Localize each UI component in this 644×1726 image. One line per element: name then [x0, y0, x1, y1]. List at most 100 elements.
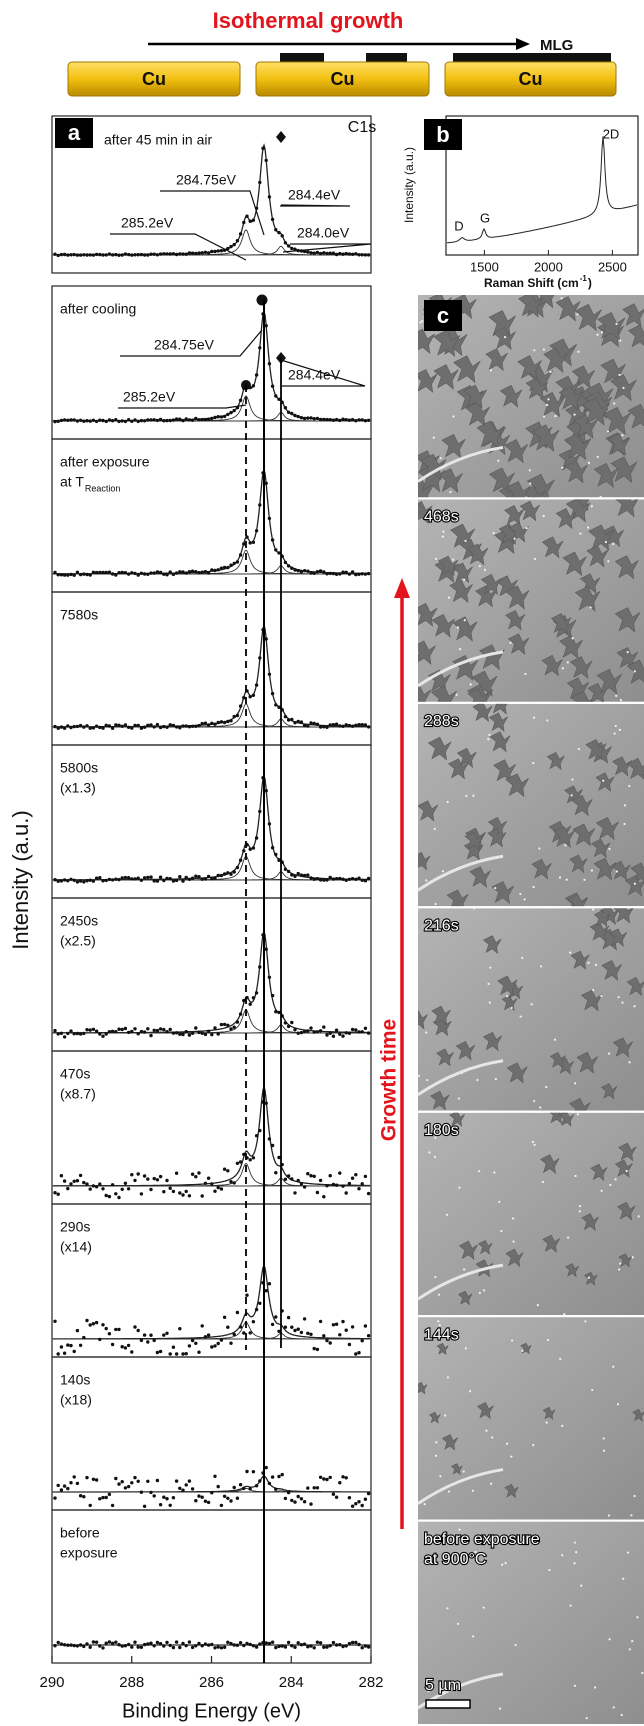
graphene-domain	[475, 585, 497, 608]
data-point	[117, 877, 121, 882]
particle	[511, 1217, 515, 1220]
graphene-domain	[570, 950, 590, 970]
particle	[442, 530, 445, 533]
data-point	[69, 1643, 73, 1647]
data-point	[277, 1644, 281, 1649]
data-point	[152, 1028, 156, 1033]
data-point	[139, 1192, 144, 1196]
data-point	[82, 253, 86, 257]
data-point	[149, 418, 153, 422]
data-point	[174, 878, 179, 883]
data-point	[142, 419, 147, 423]
data-point	[165, 725, 169, 729]
particle	[426, 1078, 429, 1082]
particle	[458, 1186, 461, 1189]
data-point	[136, 419, 140, 424]
data-point	[162, 419, 166, 423]
graphene-domain	[469, 866, 491, 888]
data-point	[130, 726, 134, 730]
data-point	[264, 637, 268, 641]
particle	[600, 331, 604, 334]
graphene-domain	[601, 960, 622, 981]
data-point	[114, 723, 118, 727]
data-point	[328, 1031, 332, 1035]
particle	[472, 794, 475, 797]
data-point	[242, 696, 246, 700]
data-point	[315, 1190, 320, 1195]
data-point	[162, 1495, 166, 1499]
data-point	[322, 878, 326, 882]
data-point	[162, 878, 166, 883]
graphene-domain	[559, 634, 583, 660]
data-point	[178, 1327, 182, 1331]
particle	[434, 1454, 438, 1457]
fit-envelope	[53, 623, 370, 728]
data-point	[286, 1024, 291, 1029]
data-point	[171, 418, 176, 422]
data-point	[66, 724, 70, 728]
particle	[590, 869, 594, 872]
data-point	[296, 871, 300, 876]
data-point	[331, 1034, 336, 1038]
data-point	[146, 253, 150, 257]
component	[53, 1009, 370, 1034]
data-point	[302, 1317, 307, 1321]
data-point	[75, 1328, 80, 1333]
particle	[586, 526, 590, 529]
data-point	[155, 253, 160, 257]
particle	[446, 1685, 449, 1688]
data-point	[328, 875, 332, 880]
data-point	[360, 1646, 364, 1650]
particle	[469, 1390, 472, 1393]
data-point	[334, 877, 339, 881]
data-point	[206, 1333, 211, 1337]
data-point	[184, 1643, 188, 1648]
data-point	[75, 724, 80, 729]
data-point	[146, 1177, 150, 1181]
data-point	[280, 1644, 284, 1648]
particle	[569, 951, 572, 954]
data-point	[200, 1194, 204, 1198]
data-point	[248, 695, 252, 699]
particle	[491, 1436, 494, 1439]
graphene-domain	[492, 703, 508, 715]
data-point	[91, 253, 96, 257]
data-point	[168, 723, 172, 727]
graphene-domain	[418, 328, 435, 354]
data-point	[155, 722, 160, 727]
data-point	[168, 252, 172, 256]
cu-label: Cu	[142, 69, 166, 89]
data-point	[117, 1327, 121, 1332]
graphene-domain	[449, 1112, 465, 1127]
particle	[637, 1215, 640, 1218]
data-point	[254, 1134, 259, 1138]
data-point	[306, 1331, 310, 1336]
graphene-domain	[455, 1041, 476, 1061]
data-point	[357, 1500, 361, 1504]
data-point	[94, 1640, 99, 1644]
data-point	[69, 877, 73, 881]
graphene-domain	[576, 1051, 598, 1074]
data-point	[258, 1301, 262, 1306]
particle	[521, 956, 524, 959]
data-point	[69, 1343, 73, 1348]
data-point	[98, 1032, 102, 1036]
data-point	[136, 253, 140, 257]
cu-block	[444, 61, 617, 97]
data-point	[274, 228, 278, 232]
particle	[615, 694, 618, 697]
data-point	[248, 1642, 252, 1647]
data-point	[274, 1010, 278, 1014]
data-point	[283, 1496, 288, 1501]
graphene-domain	[465, 401, 491, 427]
data-point	[254, 683, 259, 687]
wrinkle	[418, 445, 504, 483]
particle	[476, 1078, 479, 1082]
data-point	[110, 253, 115, 257]
data-point	[325, 251, 329, 256]
data-point	[110, 1029, 115, 1034]
data-point	[126, 1642, 131, 1647]
data-point	[325, 1477, 329, 1482]
particle	[633, 670, 636, 673]
